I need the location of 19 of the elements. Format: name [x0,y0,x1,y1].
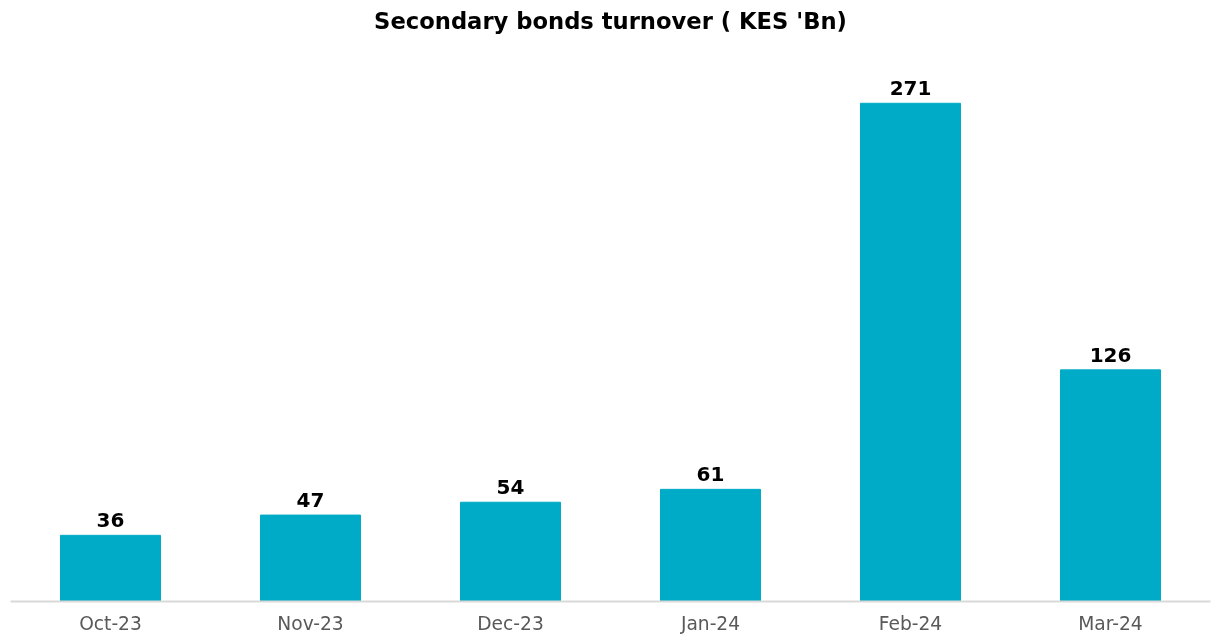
data-label: 271 [889,76,932,101]
bar [1060,369,1161,602]
x-tick-label: Jan-24 [679,612,741,634]
x-tick-label: Feb-24 [878,612,943,634]
x-tick-label: Oct-23 [79,612,142,634]
data-label: 47 [296,488,325,513]
bar [860,102,961,602]
bar [60,534,161,602]
data-label: 61 [696,462,725,487]
x-tick-label: Nov-23 [277,612,344,634]
x-tick-label: Dec-23 [477,612,544,634]
bar [460,501,561,602]
bar [660,488,761,602]
x-tick-label: Mar-24 [1078,612,1143,634]
data-label: 54 [496,475,525,500]
bar [260,514,361,602]
chart-title: Secondary bonds turnover ( KES 'Bn) [374,7,847,34]
data-label: 36 [96,508,125,533]
data-label: 126 [1089,342,1132,367]
